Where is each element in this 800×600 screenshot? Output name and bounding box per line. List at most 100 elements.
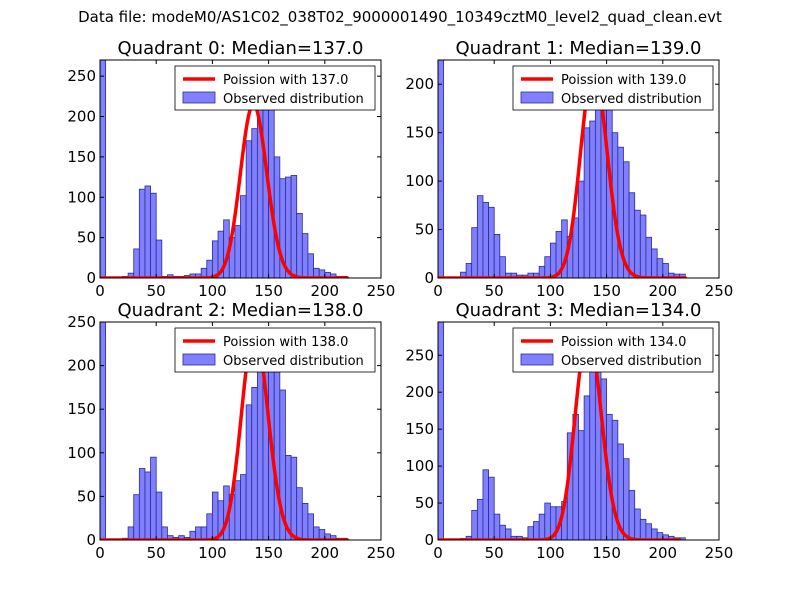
histogram-bar: [589, 120, 596, 278]
histogram-bar: [256, 365, 264, 540]
x-tick-label: 50: [147, 282, 166, 300]
legend-entry-poisson: Poission with 137.0: [223, 73, 348, 88]
histogram-bar: [476, 498, 484, 540]
legend: Poission with 137.0 Observed distribution: [174, 65, 376, 111]
histogram-bar: [544, 502, 551, 540]
histogram-bar: [240, 195, 247, 278]
histogram-bar: [482, 469, 489, 540]
histogram-bar: [578, 430, 585, 540]
histogram-bar: [138, 468, 146, 540]
axes-frame: [437, 321, 720, 541]
histogram-bar: [127, 526, 135, 540]
histogram-bar: [471, 510, 478, 540]
histogram-bar: [296, 213, 303, 278]
histogram-bar: [301, 502, 309, 540]
y-tick-label: 100: [405, 172, 434, 190]
histogram-bar: [133, 248, 140, 278]
y-tick-label: 200: [67, 357, 96, 375]
axes-frame: [437, 59, 720, 279]
histogram-bar: [628, 490, 636, 540]
subplot-2: 0 50 100 150 200 250 0 50 100 150 200 250 Quadrant 2…: [67, 300, 395, 562]
histogram-bar: [438, 322, 445, 540]
x-tick-label: 200: [310, 544, 339, 562]
histogram-bar: [639, 518, 647, 540]
axes-frame: [99, 59, 382, 279]
x-tick-label: 200: [648, 544, 677, 562]
x-tick-label: 100: [198, 282, 227, 300]
y-tick-label: 150: [67, 148, 96, 166]
histogram-bar: [476, 195, 484, 278]
x-tick-label: 250: [705, 544, 734, 562]
histogram-bar: [234, 225, 241, 278]
subplot-title: Quadrant 2: Median=138.0: [118, 300, 364, 321]
y-tick-label: 50: [77, 229, 96, 247]
x-tick-label: 0: [95, 282, 105, 300]
legend-entry-poisson: Poission with 134.0: [561, 335, 686, 350]
x-tick-label: 50: [485, 282, 504, 300]
histogram-bar: [499, 256, 506, 278]
x-tick-label: 250: [705, 282, 734, 300]
y-tick-label: 50: [415, 494, 434, 512]
histogram-bar: [651, 248, 658, 278]
histogram-bar: [273, 156, 281, 278]
histogram-bar: [285, 176, 292, 278]
subplot-1: 0 50 100 150 200 250 0 50 100 150 200 Quadrant 1: M…: [405, 38, 733, 300]
histogram-bar: [251, 128, 258, 278]
histogram-bar: [679, 273, 686, 278]
histogram-bar: [144, 471, 151, 540]
y-tick-label: 250: [405, 346, 434, 364]
histogram-bar: [206, 513, 213, 540]
plot-area: [438, 322, 686, 540]
histogram-bar: [301, 233, 309, 278]
figure-title: Data file: modeM0/AS1C02_038T02_90000014…: [78, 8, 722, 26]
histogram-bar: [290, 175, 298, 278]
histogram-bar: [161, 526, 168, 540]
histogram-bar: [533, 521, 540, 540]
histogram-bar: [296, 487, 303, 540]
histogram-bar: [645, 523, 652, 540]
x-tick-label: 0: [433, 282, 443, 300]
histogram-bar: [155, 239, 163, 278]
histogram-bar: [195, 526, 202, 540]
x-tick-label: 50: [485, 544, 504, 562]
histogram-bar: [290, 456, 298, 540]
histogram-bar: [550, 242, 557, 278]
histogram-bar: [100, 322, 107, 540]
histogram-bar: [144, 185, 151, 278]
histogram-bar: [662, 263, 669, 278]
legend-entry-poisson: Poission with 138.0: [223, 335, 348, 350]
legend-entry-observed: Observed distribution: [561, 92, 702, 107]
histogram-bar: [307, 253, 314, 278]
histogram-bar: [583, 127, 591, 278]
y-tick-label: 250: [67, 67, 96, 85]
legend: Poission with 138.0 Observed distribution: [174, 327, 376, 373]
legend-entry-poisson: Poission with 139.0: [561, 73, 686, 88]
subplot-0: 0 50 100 150 200 250 0 50 100 150 200 250 Quadrant 0…: [67, 38, 395, 300]
y-tick-label: 0: [86, 269, 96, 287]
histogram-bar: [150, 456, 157, 540]
histogram-bar: [628, 192, 636, 278]
legend-bar-swatch: [182, 91, 216, 104]
y-tick-label: 200: [67, 108, 96, 126]
subplot-title: Quadrant 0: Median=137.0: [118, 38, 364, 59]
histogram-bar: [150, 192, 157, 278]
y-tick-label: 150: [405, 420, 434, 438]
histogram-bar: [307, 513, 314, 540]
histogram-bar: [493, 233, 501, 278]
y-tick-label: 0: [424, 269, 434, 287]
histogram-bar: [639, 214, 647, 278]
histogram-bar: [206, 259, 213, 278]
y-tick-label: 0: [86, 531, 96, 549]
legend-bar-swatch: [520, 91, 554, 104]
y-tick-label: 100: [67, 444, 96, 462]
histogram-bar: [538, 513, 546, 540]
subplot-title: Quadrant 3: Median=134.0: [456, 300, 702, 321]
histogram-bar: [211, 491, 219, 540]
y-tick-label: 150: [67, 400, 96, 418]
histogram-bar: [645, 236, 652, 278]
y-tick-label: 50: [77, 487, 96, 505]
histogram-bar: [583, 395, 591, 540]
histogram-bar: [544, 256, 551, 278]
x-tick-label: 200: [310, 282, 339, 300]
